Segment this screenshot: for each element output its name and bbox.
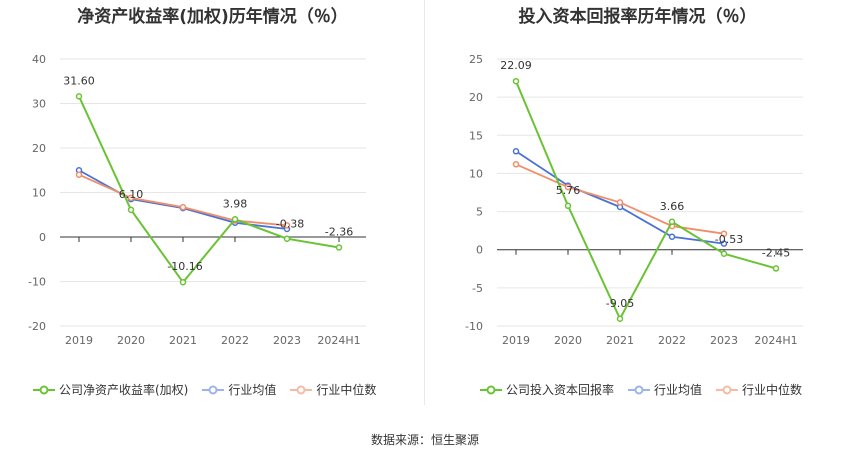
data-point	[668, 233, 676, 240]
legend-roe: 公司净资产收益率(加权) 行业均值 行业中位数	[33, 381, 390, 398]
data-point	[512, 161, 520, 168]
data-point	[283, 235, 291, 242]
legend-label: 公司投入资本回报率	[506, 383, 615, 397]
y-tick-label: 15	[469, 129, 483, 142]
data-label: 6.10	[119, 188, 144, 201]
legend-label: 公司净资产收益率(加权)	[59, 383, 189, 397]
chart-title-roe: 净资产收益率(加权)历年情况（％）	[77, 7, 348, 27]
y-tick-label: 40	[32, 53, 46, 66]
x-tick-label: 2022	[658, 334, 686, 347]
y-tick-label: 10	[32, 187, 46, 200]
legend-line-marker-orange	[716, 385, 739, 394]
industry-median-line	[515, 163, 725, 235]
industry-median-line	[78, 173, 288, 227]
y-tick-label: 20	[32, 142, 46, 155]
data-point	[283, 222, 291, 229]
data-point	[616, 199, 624, 206]
x-tick-label: 2020	[117, 334, 145, 347]
data-point	[179, 203, 187, 211]
data-point	[720, 250, 728, 258]
data-point	[720, 230, 728, 237]
legend-item-industry-mean[interactable]: 行业均值	[628, 381, 702, 398]
y-tick-label: 10	[469, 167, 483, 180]
data-label: 5.76	[556, 184, 581, 197]
data-point	[231, 216, 239, 223]
data-point	[616, 315, 624, 323]
legend-line-marker-green	[33, 385, 55, 394]
legend-item-industry-median[interactable]: 行业中位数	[290, 381, 376, 398]
x-tick-label: 2024H1	[754, 334, 797, 347]
data-point	[564, 183, 572, 191]
data-label: -0.53	[715, 233, 743, 246]
data-label: -9.05	[606, 297, 634, 310]
y-tick-label: 25	[469, 53, 483, 66]
data-label: 31.60	[63, 74, 95, 87]
x-tick-label: 2019	[65, 334, 93, 347]
x-tick-label: 2023	[273, 334, 301, 347]
data-source: 数据来源：恒生聚源	[370, 433, 479, 447]
y-tick-label: -10	[28, 276, 46, 289]
legend-item-industry-mean[interactable]: 行业均值	[202, 381, 276, 398]
x-tick-label: 2023	[710, 334, 738, 347]
company-series-line	[515, 80, 777, 321]
data-point	[772, 265, 780, 272]
panel-divider	[424, 0, 425, 405]
y-tick-label: -20	[28, 320, 46, 333]
data-point	[335, 244, 343, 251]
x-tick-label: 2019	[502, 334, 530, 347]
industry-mean-line	[78, 169, 288, 230]
y-tick-label: 0	[39, 231, 46, 244]
data-point	[564, 202, 572, 210]
data-label: -2.36	[325, 226, 353, 239]
legend-item-company-roic[interactable]: 公司投入资本回报率	[480, 381, 614, 398]
data-point	[512, 77, 520, 85]
data-point	[75, 93, 83, 100]
data-point	[127, 206, 135, 214]
x-tick-label: 2020	[554, 334, 582, 347]
data-label: 22.09	[500, 59, 532, 72]
data-label: -10.16	[167, 260, 202, 273]
x-tick-label: 2022	[221, 334, 249, 347]
legend-label: 行业均值	[654, 383, 703, 397]
y-tick-label: -10	[465, 320, 483, 333]
legend-line-marker-orange	[290, 385, 313, 394]
x-tick-label: 2021	[169, 334, 197, 347]
data-label: -2.45	[762, 246, 790, 259]
y-tick-label: -5	[472, 282, 483, 295]
y-tick-label: 20	[469, 91, 483, 104]
data-point	[512, 148, 520, 155]
data-label: 3.66	[660, 200, 685, 213]
data-point	[127, 194, 135, 202]
data-point	[668, 218, 676, 226]
data-point	[179, 278, 187, 286]
legend-line-marker-blue	[202, 385, 225, 394]
legend-line-marker-blue	[628, 385, 651, 394]
legend-roic: 公司投入资本回报率 行业均值 行业中位数	[480, 381, 816, 398]
company-series-line	[78, 95, 340, 284]
legend-item-company-roe[interactable]: 公司净资产收益率(加权)	[33, 381, 188, 398]
data-point	[720, 240, 728, 247]
legend-label: 行业中位数	[316, 383, 377, 397]
chart-title-roic: 投入资本回报率历年情况（％）	[518, 7, 757, 27]
y-tick-label: 0	[476, 244, 483, 257]
legend-label: 行业均值	[228, 383, 277, 397]
legend-line-marker-green	[480, 385, 502, 394]
data-label: -0.38	[276, 218, 304, 231]
x-tick-label: 2024H1	[317, 334, 360, 347]
legend-item-industry-median[interactable]: 行业中位数	[716, 381, 802, 398]
x-tick-label: 2021	[606, 334, 634, 347]
y-tick-label: 5	[476, 206, 483, 219]
data-label: 3.98	[223, 197, 248, 210]
data-point	[75, 171, 83, 178]
legend-label: 行业中位数	[742, 383, 803, 397]
y-tick-label: 30	[32, 98, 46, 111]
